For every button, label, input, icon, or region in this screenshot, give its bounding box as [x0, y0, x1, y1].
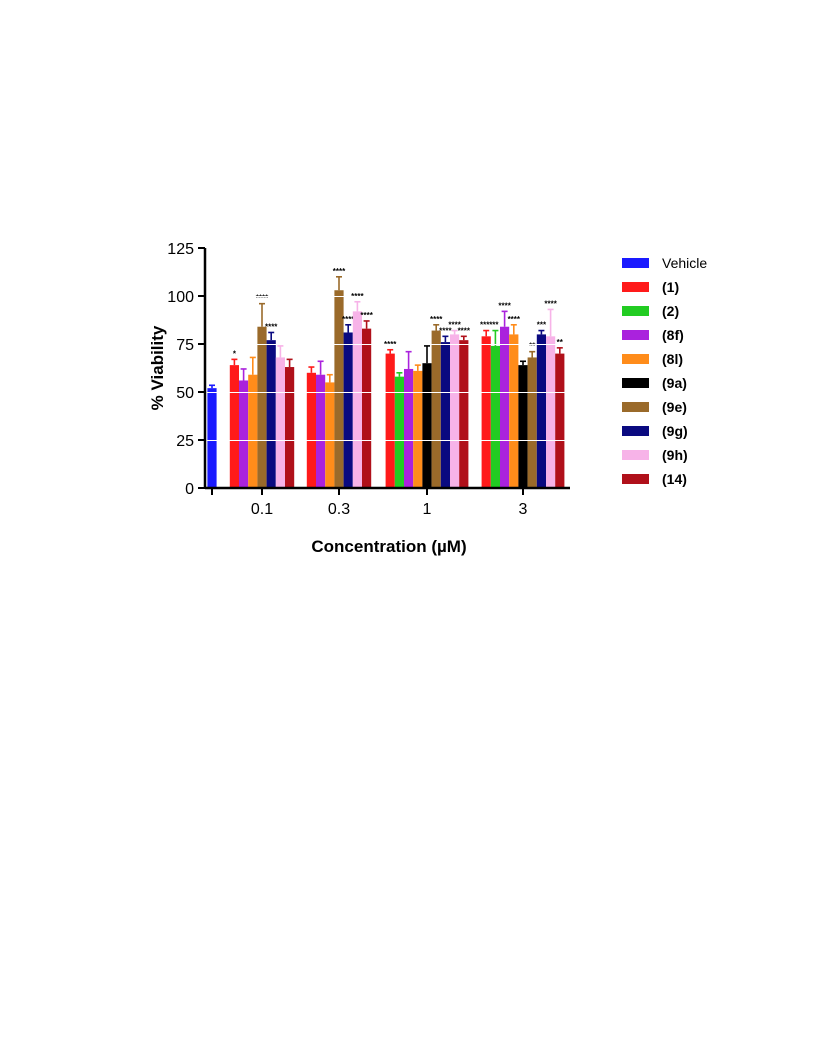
- legend-swatch-8: [622, 450, 649, 460]
- series-2-cat-3-bar: [500, 326, 510, 488]
- series-3-cat-2-bar: [413, 370, 423, 488]
- series-5-cat-1-bar: [334, 290, 344, 488]
- series-0-cat-0-bar: [229, 365, 239, 488]
- legend-label-4: (8l): [662, 351, 683, 367]
- legend-swatch-6: [622, 402, 649, 412]
- series-7-cat-3-significance: ****: [544, 299, 557, 308]
- series-8-cat-0-bar: [285, 367, 295, 488]
- series-8-cat-2-significance: ****: [458, 326, 471, 335]
- series-5-cat-2-significance: ****: [430, 315, 443, 324]
- vehicle-bar: [207, 388, 217, 488]
- plot-area: ****************************************…: [205, 267, 570, 488]
- series-8-cat-3-significance: **: [557, 338, 564, 347]
- legend-label-7: (9g): [662, 423, 688, 439]
- series-3-cat-3-bar: [509, 334, 519, 488]
- series-4-cat-3-bar: [518, 365, 528, 488]
- legend-swatch-7: [622, 426, 649, 436]
- y-tick-label-5: 125: [167, 241, 194, 258]
- series-6-cat-0-bar: [266, 340, 276, 488]
- series-7-cat-2-significance: ****: [448, 321, 461, 330]
- x-tick-label-0: 0.1: [251, 501, 273, 518]
- series-6-cat-0-significance: ****: [265, 322, 278, 331]
- legend-label-6: (9e): [662, 399, 687, 415]
- legend-label-5: (9a): [662, 375, 687, 391]
- series-7-cat-3-bar: [546, 336, 556, 488]
- series-8-cat-3-bar: [555, 353, 565, 488]
- series-0-cat-3-bar: [481, 336, 491, 488]
- series-6-cat-2-bar: [440, 342, 450, 488]
- series-7-cat-0-bar: [275, 357, 285, 488]
- series-5-cat-2-bar: [431, 330, 441, 488]
- legend-label-9: (14): [662, 471, 687, 487]
- legend-label-2: (2): [662, 303, 679, 319]
- series-0-cat-0-significance: *: [233, 349, 237, 358]
- y-tick-label-0: 0: [185, 481, 194, 498]
- series-1-cat-3-significance: **: [492, 321, 499, 330]
- series-5-cat-1-significance: ****: [333, 267, 346, 276]
- series-6-cat-2-significance: ****: [439, 326, 452, 335]
- y-axis-title: % Viability: [148, 325, 167, 410]
- legend-swatch-3: [622, 330, 649, 340]
- x-tick-label-2: 1: [423, 501, 432, 518]
- x-axis-title: Concentration (µM): [311, 537, 466, 556]
- series-3-cat-0-bar: [248, 374, 258, 488]
- legend-label-1: (1): [662, 279, 679, 295]
- legend-swatch-1: [622, 282, 649, 292]
- series-2-cat-0-bar: [239, 380, 249, 488]
- series-2-cat-2-bar: [404, 368, 414, 488]
- legend-swatch-4: [622, 354, 649, 364]
- series-0-cat-3-significance: ****: [480, 321, 493, 330]
- x-tick-label-1: 0.3: [328, 501, 350, 518]
- y-tick-label-1: 25: [176, 433, 194, 450]
- series-1-cat-3-bar: [490, 345, 500, 488]
- series-7-cat-1-bar: [352, 311, 362, 488]
- y-tick-label-2: 50: [176, 385, 194, 402]
- legend-swatch-0: [622, 258, 649, 268]
- series-3-cat-3-significance: ****: [508, 315, 521, 324]
- series-6-cat-3-bar: [536, 334, 546, 488]
- legend-label-8: (9h): [662, 447, 688, 463]
- series-3-cat-1-bar: [325, 382, 335, 488]
- y-tick-label-3: 75: [176, 337, 194, 354]
- legend-swatch-2: [622, 306, 649, 316]
- series-0-cat-2-bar: [385, 353, 395, 488]
- series-5-cat-0-significance: ****: [256, 294, 269, 303]
- series-8-cat-1-significance: ****: [360, 311, 373, 320]
- series-8-cat-2-bar: [459, 340, 469, 488]
- legend: Vehicle (1) (2) (8f) (8l) (9a) (9e) (9g) (9h) (14…: [622, 255, 707, 487]
- series-7-cat-2-bar: [450, 334, 460, 488]
- legend-swatch-9: [622, 474, 649, 484]
- series-6-cat-1-bar: [343, 332, 353, 488]
- series-4-cat-2-bar: [422, 363, 432, 488]
- x-tick-label-3: 3: [519, 501, 528, 518]
- series-2-cat-1-bar: [316, 374, 326, 488]
- legend-label-0: Vehicle: [662, 255, 707, 271]
- y-tick-label-4: 100: [167, 289, 194, 306]
- legend-swatch-5: [622, 378, 649, 388]
- series-1-cat-2-bar: [394, 376, 404, 488]
- legend-label-3: (8f): [662, 327, 684, 343]
- series-5-cat-3-significance: **: [529, 342, 536, 351]
- series-5-cat-0-bar: [257, 326, 267, 488]
- axes: 0 25 50 75 100 125 0.1 0.3 1 3: [167, 241, 570, 518]
- series-2-cat-3-significance: ****: [498, 301, 511, 310]
- series-0-cat-1-bar: [306, 372, 316, 488]
- series-5-cat-3-bar: [527, 357, 537, 488]
- series-6-cat-3-significance: ***: [537, 321, 547, 330]
- series-6-cat-1-significance: ****: [342, 315, 355, 324]
- series-8-cat-1-bar: [362, 328, 372, 488]
